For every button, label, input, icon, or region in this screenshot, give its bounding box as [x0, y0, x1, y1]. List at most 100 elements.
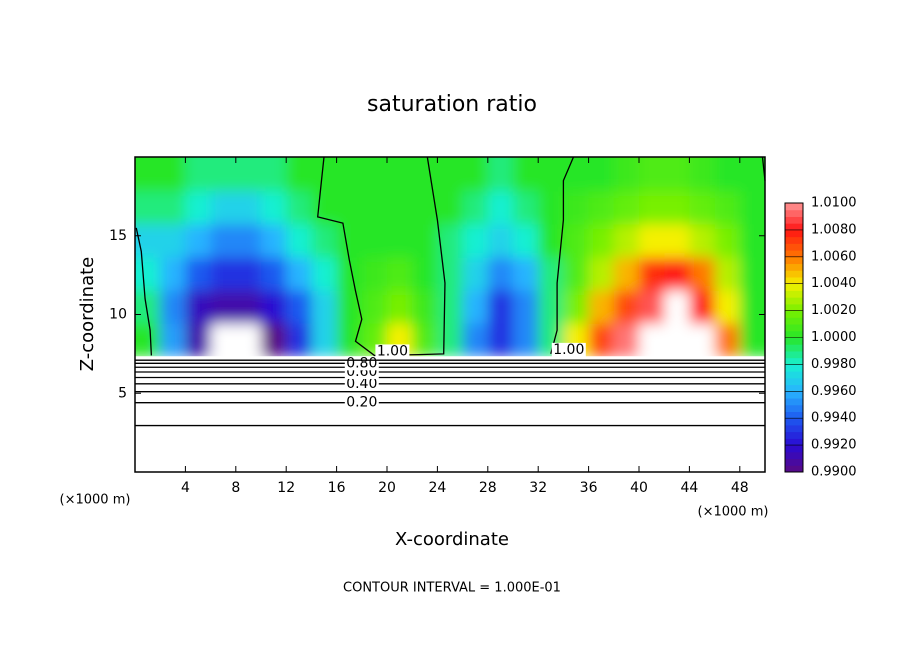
field-cell	[639, 190, 665, 225]
colorbar-swatch	[785, 418, 803, 426]
field-cell	[336, 223, 363, 258]
field-cell	[639, 290, 665, 324]
field-cell	[664, 223, 690, 258]
field-cell	[462, 190, 489, 225]
field-cell	[185, 190, 212, 225]
field-cell	[714, 323, 741, 357]
colorbar-swatch	[785, 445, 803, 453]
x-axis-label: X-coordinate	[395, 529, 509, 550]
colorbar-tick-label: 0.9960	[811, 384, 857, 399]
field-cell	[361, 223, 388, 258]
field-cell	[235, 190, 262, 225]
field-cell	[311, 290, 338, 324]
colorbar-swatch	[785, 330, 803, 338]
field-cell	[286, 190, 312, 225]
field-cell	[361, 257, 388, 291]
colorbar-tick-label: 1.0040	[811, 276, 857, 291]
field-cell	[639, 257, 665, 291]
field-cell	[311, 190, 338, 225]
colorbar-swatch	[785, 236, 803, 244]
field-cell	[689, 323, 716, 357]
colorbar-tick-label: 1.0060	[811, 249, 857, 264]
field-cell	[437, 190, 464, 225]
field-cell	[210, 190, 237, 225]
colorbar-tick-label: 1.0080	[811, 222, 857, 237]
field-cell	[513, 290, 539, 324]
field-cell	[714, 190, 741, 225]
colorbar-swatch	[785, 431, 803, 439]
field-cell	[613, 223, 640, 258]
field-cell	[588, 290, 615, 324]
field-cell	[361, 157, 388, 192]
field-cell	[613, 190, 640, 225]
field-cell	[185, 290, 212, 324]
x-tick-label: 16	[328, 480, 346, 496]
field-cell	[336, 157, 363, 192]
field-cell	[664, 257, 690, 291]
field-cell	[235, 257, 262, 291]
x-unit-label: (×1000 m)	[60, 493, 131, 508]
field-cell	[739, 323, 765, 357]
field-cell	[160, 223, 186, 258]
field-cell	[739, 190, 765, 225]
colorbar-swatch	[785, 451, 803, 460]
colorbar-swatch	[785, 223, 803, 231]
colorbar-swatch	[785, 229, 803, 238]
contour-line	[316, 156, 446, 357]
colorbar-swatch	[785, 371, 803, 379]
contour-label-bg	[344, 395, 379, 410]
field-cell	[361, 290, 388, 324]
x-tick-label: 36	[580, 480, 598, 496]
x-tick-label: 44	[680, 480, 698, 496]
field-cell	[437, 290, 464, 324]
colorbar-swatch	[785, 303, 803, 312]
field-cell	[513, 323, 539, 357]
field-cell	[210, 290, 237, 324]
colorbar-tick-label: 1.0100	[811, 196, 857, 211]
field-cell	[235, 323, 262, 357]
colorbar-swatch	[785, 209, 803, 217]
field-cell	[210, 157, 237, 192]
contour-label: 1.00	[553, 342, 584, 358]
field-cell	[412, 157, 438, 192]
chart-title: saturation ratio	[367, 92, 537, 117]
y-axis-label: Z-coordinate	[77, 257, 98, 372]
x-tick-label: 28	[479, 480, 497, 496]
colorbar-swatch	[785, 357, 803, 365]
field-cell	[513, 190, 539, 225]
field-cell	[160, 190, 186, 225]
colorbar-swatch	[785, 391, 803, 399]
footnote: CONTOUR INTERVAL = 1.000E-01	[343, 581, 561, 596]
x-tick-label: 12	[277, 480, 295, 496]
field-cell	[261, 223, 287, 258]
field-cell	[135, 323, 161, 357]
colorbar-swatch	[785, 411, 803, 419]
field-cell	[563, 157, 590, 192]
field-cell	[538, 190, 564, 225]
colorbar-swatch	[785, 276, 803, 285]
colorbar-swatch	[785, 297, 803, 305]
field-cell	[412, 323, 438, 357]
field-cell	[412, 290, 438, 324]
field-cell	[487, 190, 514, 225]
field-cell	[286, 290, 312, 324]
colorbar-swatch	[785, 424, 803, 433]
colorbar-tick-label: 1.0020	[811, 303, 857, 318]
field-cell	[261, 190, 287, 225]
field-cell	[588, 157, 615, 192]
colorbar-swatch	[785, 270, 803, 278]
field-cell	[336, 290, 363, 324]
field-cell	[563, 257, 590, 291]
field-cell	[235, 290, 262, 324]
field-cell	[361, 190, 388, 225]
field-cell	[412, 223, 438, 258]
colorbar-swatch	[785, 290, 803, 298]
y-tick-label: 10	[109, 307, 127, 323]
field-cell	[286, 323, 312, 357]
field-cell	[487, 257, 514, 291]
contour-line	[135, 227, 153, 356]
colorbar-swatch	[785, 377, 803, 386]
field-cell	[135, 157, 161, 192]
field-cell	[462, 290, 489, 324]
